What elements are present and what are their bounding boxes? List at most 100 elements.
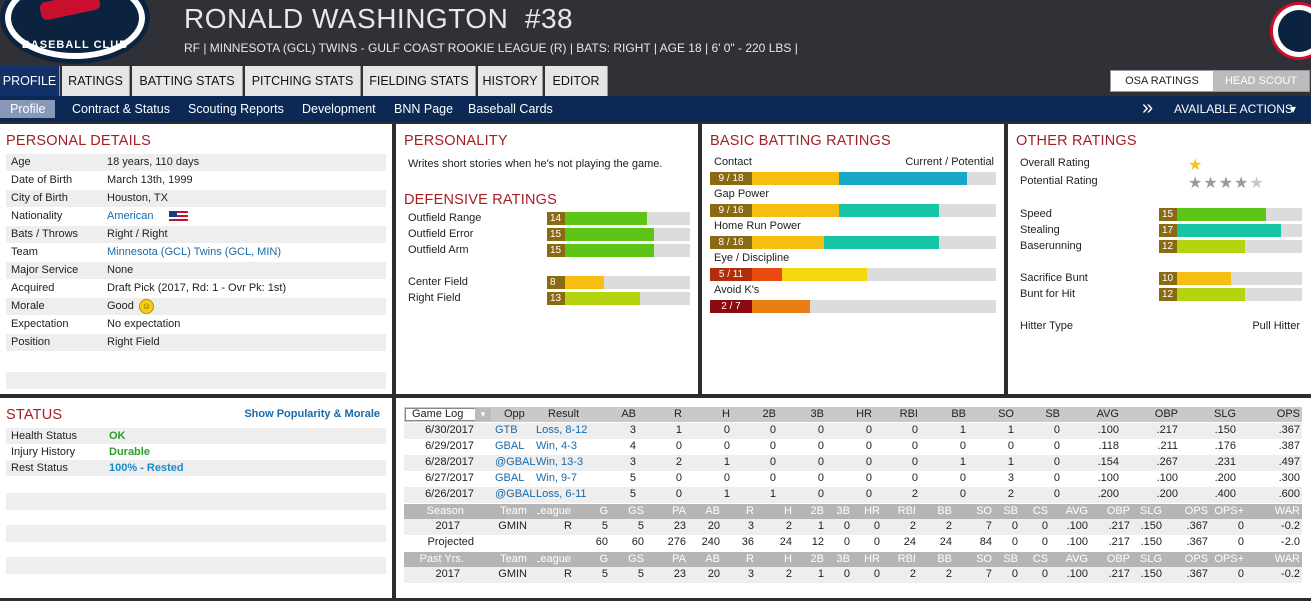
season-header: SLG <box>1139 505 1162 517</box>
gamelog-opponent[interactable]: GBAL <box>495 472 525 484</box>
gamelog-header: H <box>722 408 730 420</box>
player-name: RONALD WASHINGTON <box>184 3 509 34</box>
season-header: G <box>599 505 608 517</box>
gamelog-header-row <box>404 407 1302 422</box>
rating-fill <box>1159 208 1267 221</box>
player-header: BASEBALL CLUB RONALD WASHINGTON #38 RF |… <box>0 0 1311 66</box>
gamelog-opponent[interactable]: GBAL <box>495 440 525 452</box>
gamelog-header: RBI <box>899 408 918 420</box>
past-cell: 0 <box>1041 568 1048 580</box>
season-header: PA <box>672 505 686 517</box>
gamelog-cell: 1 <box>959 456 966 468</box>
past-header: 2B <box>810 553 824 565</box>
head-scout-button[interactable]: HEAD SCOUT <box>1213 71 1309 91</box>
personal-row: Nationality American <box>6 208 386 225</box>
gamelog-cell: 0 <box>1053 488 1060 500</box>
gamelog-cell: .267 <box>1156 456 1178 468</box>
gamelog-header: AB <box>621 408 636 420</box>
subnav-baseball-cards[interactable]: Baseball Cards <box>468 102 553 116</box>
gamelog-cell: 0 <box>769 456 776 468</box>
subnav-development[interactable]: Development <box>302 102 376 116</box>
season-header: HR <box>864 505 880 517</box>
gamelog-header: SLG <box>1213 408 1236 420</box>
season-header: OPS <box>1184 505 1208 517</box>
other-rating-label: Stealing <box>1020 224 1060 236</box>
past-header: Team <box>500 553 527 565</box>
personal-row-value[interactable]: American <box>107 210 154 222</box>
star-icon: ★ <box>1234 175 1249 192</box>
tab-batting-stats[interactable]: BATTING STATS <box>132 66 243 96</box>
rating-fill <box>1159 224 1281 237</box>
personal-row: Bats / Throws Right / Right <box>6 226 386 243</box>
subnav-scouting-reports[interactable]: Scouting Reports <box>188 102 284 116</box>
rating-number: 15 <box>1159 208 1177 221</box>
personal-row-label: Morale <box>11 300 45 312</box>
gamelog-cell: .387 <box>1278 440 1300 452</box>
personal-row: Expectation No expectation <box>6 316 386 333</box>
season-header: Team <box>500 505 527 517</box>
subnav-contract-status[interactable]: Contract & Status <box>72 102 170 116</box>
season-cell: 0 <box>1011 520 1018 532</box>
season-cell: 3 <box>747 520 754 532</box>
tab-fielding-stats[interactable]: FIELDING STATS <box>363 66 476 96</box>
gamelog-cell: 1 <box>1007 424 1014 436</box>
past-cell: 23 <box>673 568 686 580</box>
gamelog-opponent[interactable]: @GBAL <box>495 456 536 468</box>
tab-history[interactable]: HISTORY <box>478 66 543 96</box>
personal-row-value[interactable]: Minnesota (GCL) Twins (GCL, MIN) <box>107 246 282 258</box>
personal-row: Date of Birth March 13th, 1999 <box>6 172 386 189</box>
past-header: PA <box>672 553 686 565</box>
season-cell: 24 <box>903 536 916 548</box>
gamelog-opponent[interactable]: GTB <box>495 424 518 436</box>
gamelog-cell: .150 <box>1214 424 1236 436</box>
defensive-label: Outfield Error <box>408 228 474 240</box>
past-header: SB <box>1003 553 1018 565</box>
gamelog-cell: 5 <box>629 488 636 500</box>
subnav-bnn-page[interactable]: BNN Page <box>394 102 454 116</box>
logo-text: BASEBALL CLUB <box>21 39 129 51</box>
gamelog-result[interactable]: Win, 13-3 <box>536 456 584 468</box>
gamelog-cell: 3 <box>629 424 636 436</box>
tab-profile[interactable]: PROFILE <box>0 66 60 96</box>
gamelog-cell: .497 <box>1278 456 1300 468</box>
season-header: SO <box>976 505 992 517</box>
stats-panel: Game Log ▾ Opp Result AB R H 2B 3B HR RBI BB SO SB AVG… <box>396 398 1311 598</box>
osa-ratings-button[interactable]: OSA RATINGS <box>1111 71 1213 91</box>
tab-ratings[interactable]: RATINGS <box>62 66 130 96</box>
season-cell: .217 <box>1108 520 1130 532</box>
season-header: WAR <box>1274 505 1300 517</box>
gamelog-result[interactable]: Win, 9-7 <box>536 472 577 484</box>
star-icon: ★ <box>1188 175 1203 192</box>
batting-ratings-panel: BASIC BATTING RATINGS Current / Potentia… <box>702 124 1004 394</box>
past-cell: .150 <box>1140 568 1162 580</box>
season-cell: R <box>564 520 572 532</box>
subnav-profile[interactable]: Profile <box>0 100 56 118</box>
chevron-down-icon[interactable]: ▾ <box>475 408 491 421</box>
tab-editor[interactable]: EDITOR <box>545 66 608 96</box>
available-actions-menu[interactable]: » AVAILABLE ACTIONS ▾ <box>1140 96 1311 122</box>
gamelog-header: OBP <box>1154 408 1178 420</box>
personal-row-label: Date of Birth <box>11 174 73 186</box>
tab-pitching-stats[interactable]: PITCHING STATS <box>245 66 361 96</box>
gamelog-cell: 0 <box>865 472 872 484</box>
rating-number: 2 / 7 <box>710 300 752 313</box>
gamelog-result[interactable]: Win, 4-3 <box>536 440 577 452</box>
player-title: RONALD WASHINGTON #38 <box>184 3 573 35</box>
player-info: RF | MINNESOTA (GCL) TWINS - GULF COAST … <box>184 41 798 55</box>
gamelog-cell: 0 <box>675 440 682 452</box>
season-header: BB <box>937 505 952 517</box>
gamelog-header: SO <box>998 408 1014 420</box>
personal-row-label: Nationality <box>11 210 63 222</box>
gamelog-cell: 0 <box>769 440 776 452</box>
show-popularity-link[interactable]: Show Popularity & Morale <box>244 408 380 420</box>
past-header: H <box>784 553 792 565</box>
season-cell: 0 <box>843 536 850 548</box>
season-cell: .100 <box>1066 536 1088 548</box>
gamelog-opponent[interactable]: @GBAL <box>495 488 536 500</box>
gamelog-result[interactable]: Loss, 6-11 <box>536 488 587 500</box>
personality-text: Writes short stories when he's not playi… <box>408 158 663 170</box>
gamelog-cell: 0 <box>817 472 824 484</box>
gamelog-result[interactable]: Loss, 8-12 <box>536 424 588 436</box>
gamelog-cell: .231 <box>1214 456 1236 468</box>
team-logo-small[interactable] <box>1270 2 1311 60</box>
